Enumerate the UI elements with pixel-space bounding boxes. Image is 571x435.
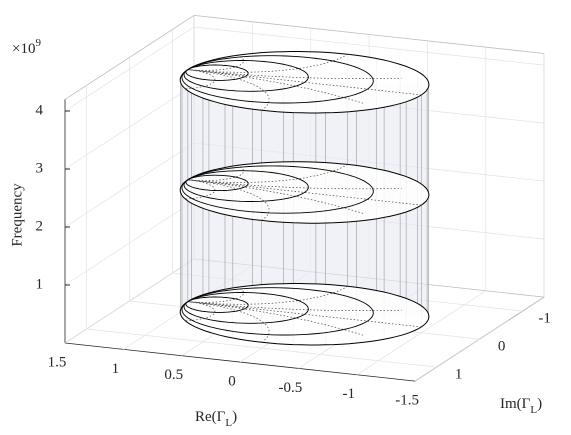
y-label-sub: L	[530, 404, 537, 416]
reactance-arc	[187, 301, 364, 336]
resistance-circle	[185, 296, 249, 313]
y-label-end: )	[537, 396, 542, 412]
x-grid-line	[414, 53, 545, 382]
reactance-arc	[187, 69, 364, 104]
x-tick-label: -1	[343, 386, 356, 402]
resistance-circle	[181, 55, 374, 104]
reactance-arc	[187, 53, 348, 73]
x-grid-line	[356, 47, 487, 376]
resistance-circle	[185, 64, 249, 81]
x-tick-label: -0.5	[279, 380, 303, 396]
reactance-arc	[187, 55, 244, 71]
reactance-arc	[187, 285, 348, 305]
x-tick-label: 0	[228, 373, 236, 389]
reactance-arc	[187, 165, 244, 182]
z-multiplier-exponent: 9	[35, 37, 41, 49]
z-multiplier-base: ×10	[12, 41, 35, 57]
reactance-arc	[187, 69, 402, 79]
smith-real-axis	[187, 179, 422, 206]
resistance-circle	[183, 292, 309, 324]
x-label-end: )	[232, 409, 237, 425]
reactance-arc	[187, 179, 364, 214]
reactance-arc	[187, 301, 402, 311]
x-tick-label: 0.5	[164, 367, 183, 383]
y-axis-label: Im(ΓL)	[500, 396, 542, 415]
x-axis-label: Re(ΓL)	[195, 409, 237, 428]
reactance-arc	[187, 179, 402, 190]
z-multiplier: ×109	[12, 37, 41, 58]
x-tick-label: 1	[112, 361, 120, 377]
y-tick-label: -1	[538, 311, 551, 327]
x-tick-label: -1.5	[395, 393, 419, 409]
z-tick-label: 4	[36, 102, 44, 118]
x-tick-label: 1.5	[48, 354, 67, 370]
y-label-main: Im(Γ	[500, 396, 531, 412]
x-label-sub: L	[225, 417, 232, 429]
z-axis-label: Frequency	[9, 183, 25, 247]
z-tick-label: 1	[36, 276, 44, 292]
smith-real-axis	[187, 301, 422, 328]
resistance-circle	[181, 287, 374, 336]
resistance-circle	[185, 174, 249, 192]
resistance-circle	[181, 165, 374, 214]
z-tick-label: 2	[36, 218, 44, 234]
resistance-circle	[183, 170, 309, 202]
y-tick-label: 1	[455, 367, 463, 383]
y-tick-label: 0	[498, 339, 506, 355]
reactance-arc	[187, 287, 244, 303]
resistance-circle	[183, 60, 309, 92]
reactance-arc	[187, 164, 348, 183]
smith-real-axis	[187, 69, 422, 96]
z-tick-label: 3	[36, 160, 44, 176]
x-label-main: Re(Γ	[195, 409, 226, 425]
y-grid-line	[86, 85, 437, 368]
